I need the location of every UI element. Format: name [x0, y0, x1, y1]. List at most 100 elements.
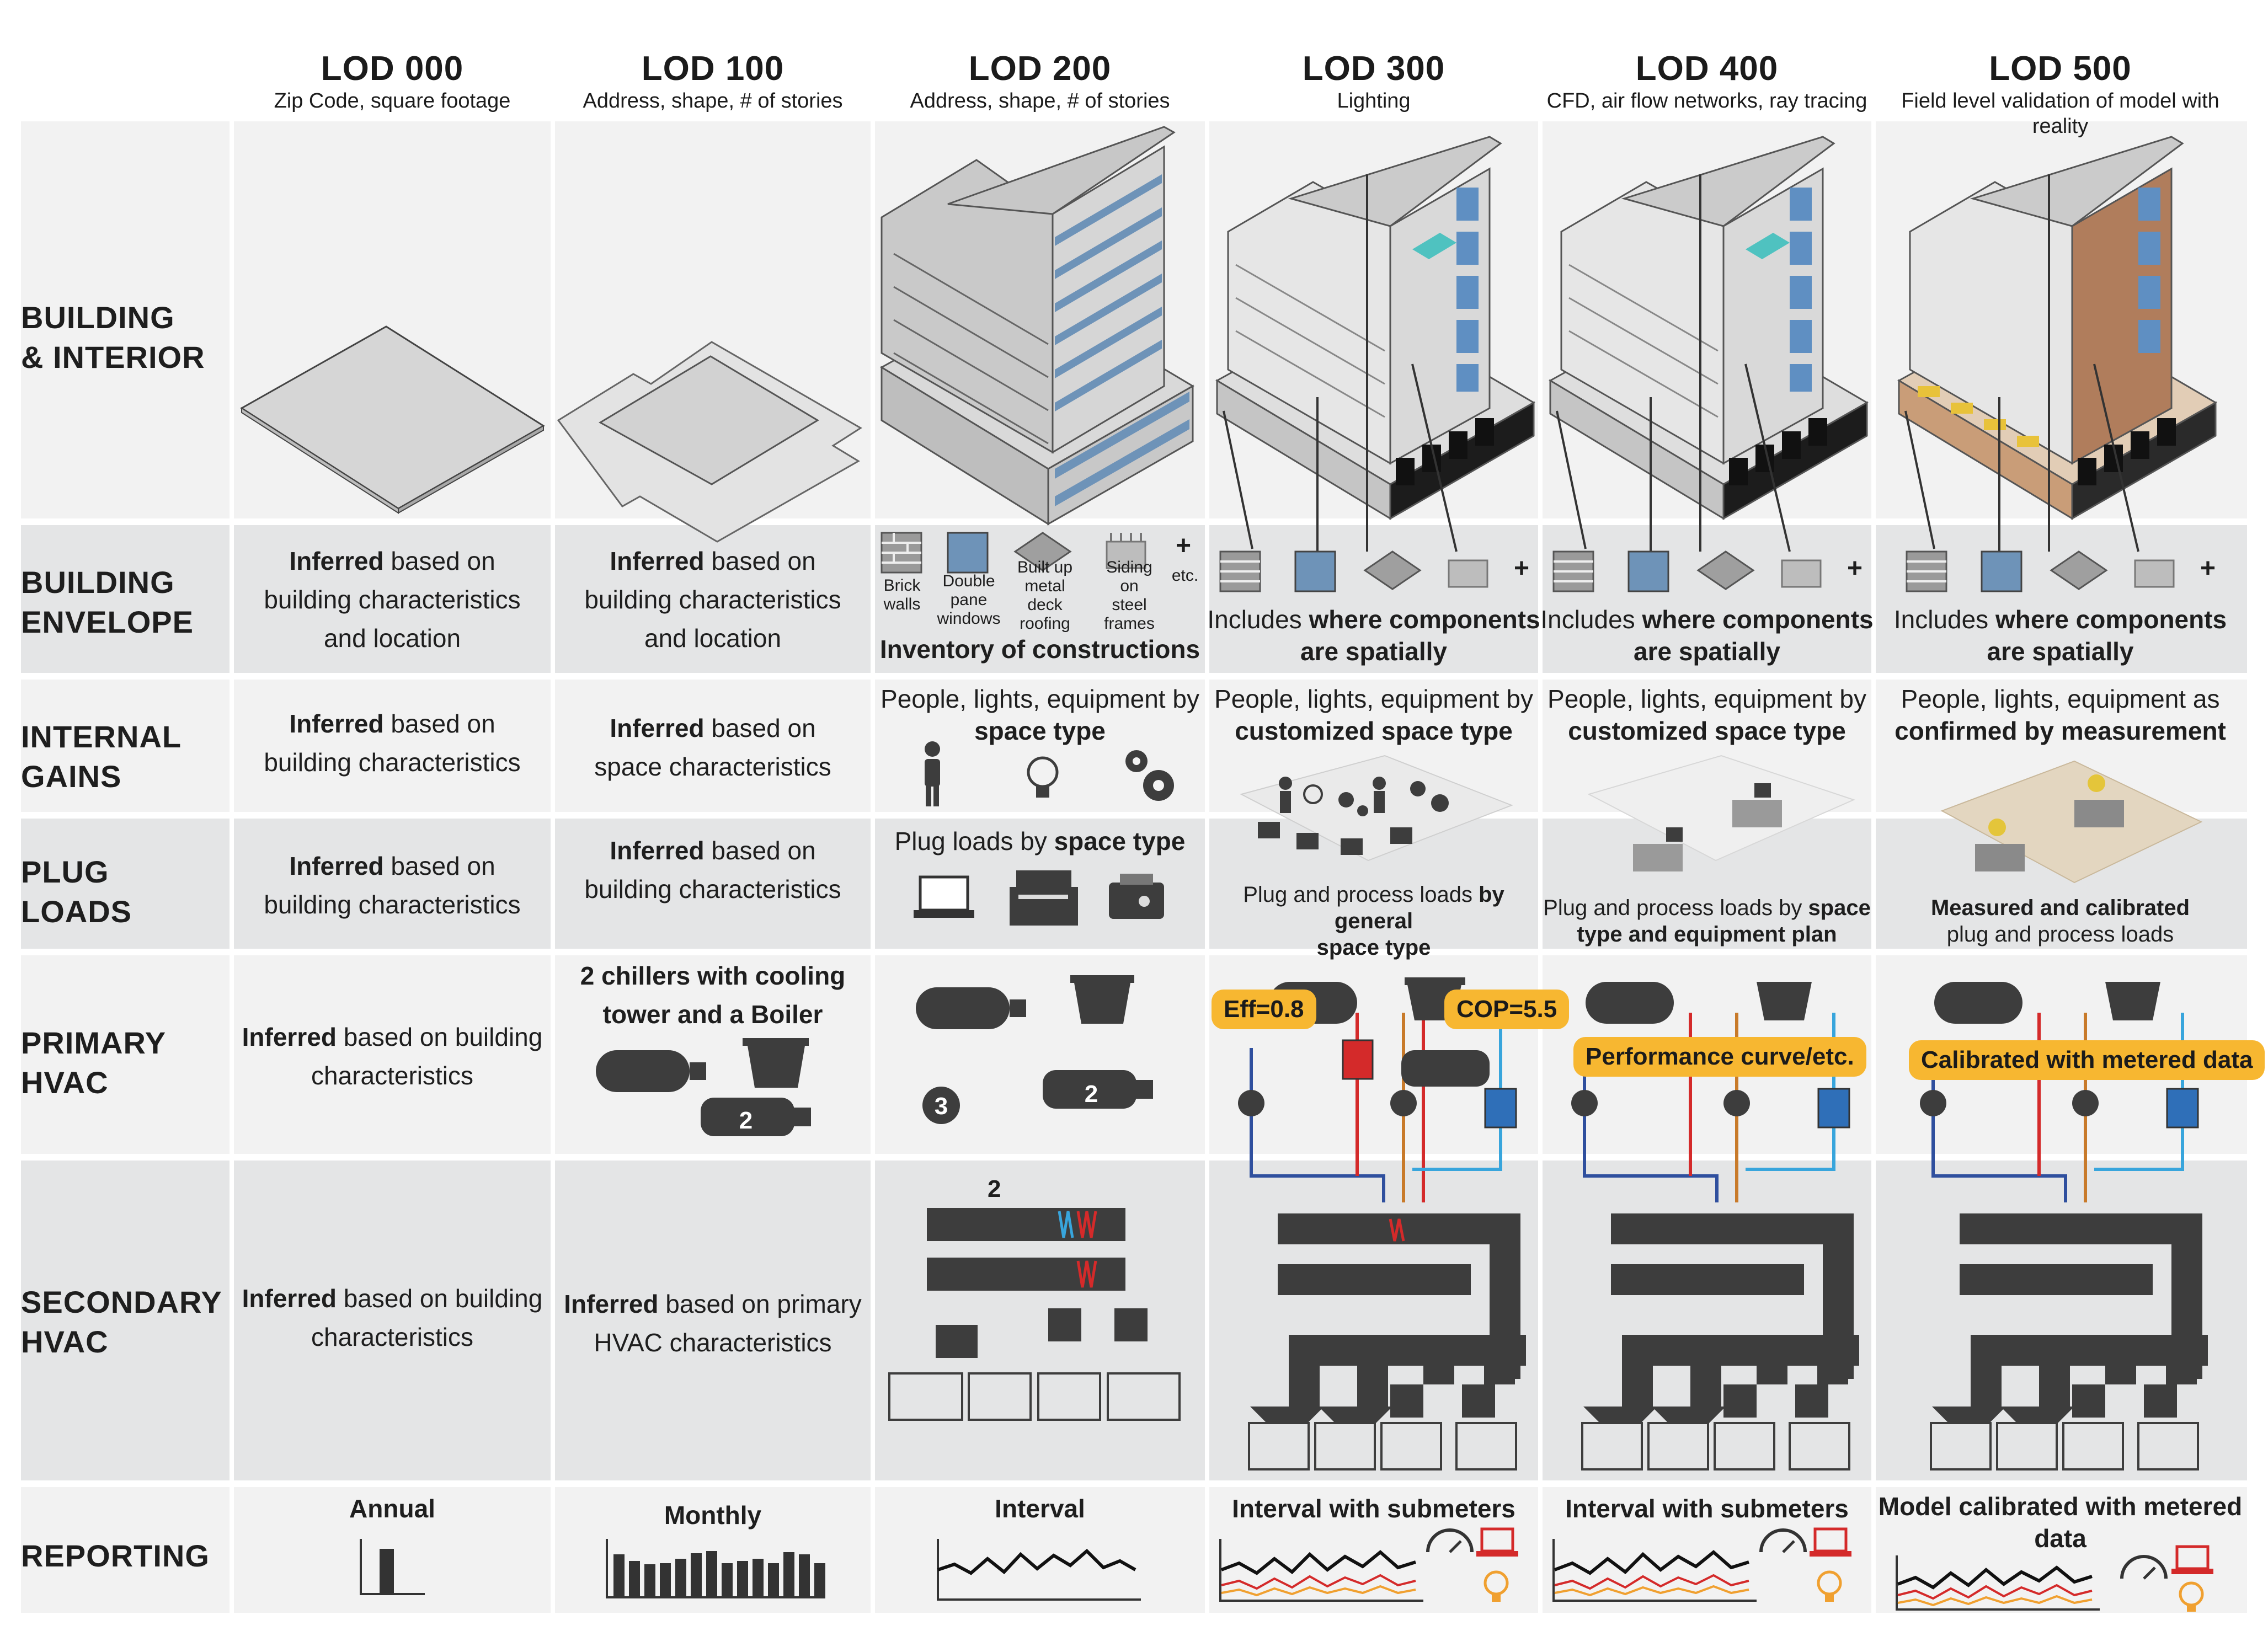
includes-bold1: where components: [1309, 605, 1540, 634]
gains-caption-line2: space type: [974, 716, 1106, 745]
siding-label-line2: on: [1120, 577, 1139, 595]
row-bg-primary: [21, 955, 2247, 1154]
eff-callout: Eff=0.8: [1212, 990, 1316, 1029]
row-label-line: GAINS: [21, 759, 122, 794]
inferred-bold: Inferred: [289, 709, 384, 738]
window-label-line3: windows: [937, 609, 1001, 628]
gains-lod100-line1: Inferred based on: [610, 709, 815, 747]
includes-bold2: are spatially: [1634, 637, 1780, 666]
primary-lod000-line1: Inferred based on building: [242, 1018, 543, 1056]
row-label-line: PRIMARY: [21, 1025, 167, 1060]
plug-lod500-caption: Measured and calibrated plug and process…: [1874, 895, 2247, 948]
svg-text:+: +: [2200, 554, 2216, 583]
caption-line2: are spatially: [1634, 635, 1780, 667]
plug-lod000-line1: Inferred based on: [289, 847, 495, 885]
caption-line1: Includes where components: [1207, 603, 1540, 635]
row-label-line: LOADS: [21, 894, 132, 929]
includes-pre: Includes: [1893, 605, 1995, 634]
plug-lod100-line1: Inferred based on: [610, 831, 815, 870]
plug-pre: Plug loads by: [894, 827, 1054, 855]
metal-deck-roof-icon: [1013, 532, 1072, 571]
inferred-bold: Inferred: [610, 714, 705, 742]
secondary-lod000-line2: characteristics: [311, 1323, 473, 1351]
gains-caption-line2: customized space type: [1235, 716, 1513, 745]
inferred-rest: based on primary: [658, 1290, 862, 1318]
includes-pre: Includes: [1540, 605, 1642, 634]
inferred-rest: based on building: [336, 1023, 543, 1051]
gains-caption-line1: People, lights, equipment by: [1547, 685, 1866, 713]
lod-subtitle: Address, shape, # of stories: [583, 89, 843, 113]
double-pane-windows-label: Double pane windows: [936, 571, 1002, 629]
gains-lod200-caption: People, lights, equipment by space type: [873, 682, 1207, 748]
gains-lod000-line1: Inferred based on: [289, 704, 495, 743]
plug-bold: type and equipment plan: [1577, 922, 1837, 946]
lod-title: LOD 500: [1989, 50, 2132, 88]
lod-title: LOD 300: [1302, 50, 1445, 88]
plug-lod100-line2: building characteristics: [584, 875, 841, 903]
caption-line1: Includes where components: [1540, 603, 1873, 635]
laptop-icon: [914, 875, 974, 918]
envelope-lod100: Inferred based on building characteristi…: [553, 536, 873, 663]
column-header-lod200: LOD 200 Address, shape, # of stories: [873, 50, 1207, 114]
column-header-lod400: LOD 400 CFD, air flow networks, ray trac…: [1540, 50, 1874, 114]
chiller-count: 2: [739, 1107, 753, 1134]
gains-lod100-line2: space characteristics: [594, 752, 831, 781]
reporting-lod100-label: Monthly: [664, 1501, 762, 1530]
chiller-count: 2: [1085, 1081, 1098, 1108]
lod-title: LOD 000: [321, 50, 464, 88]
double-pane-window-icon: [947, 532, 989, 574]
lod-subtitle: Field level validation of model with rea…: [1901, 89, 2219, 138]
chiller-snowflake-icon: [1484, 1088, 1517, 1129]
plug-bold: space type: [1054, 827, 1186, 855]
primary-lod000-line2: characteristics: [311, 1061, 473, 1090]
gains-caption-line1: People, lights, equipment by: [1214, 685, 1533, 713]
metal-deck-roofing-label: Built up metal deck roofing: [1006, 558, 1084, 633]
plug-bold: space: [1808, 896, 1871, 920]
lod-title: LOD 100: [641, 50, 785, 88]
inferred-bold: Inferred: [610, 547, 705, 575]
plug-caption-line2: plug and process loads: [1946, 922, 2174, 946]
siding-steel-frame-icon: [1106, 533, 1146, 569]
cop-callout: COP=5.5: [1444, 990, 1570, 1029]
roof-label-line1: Built up: [1017, 558, 1073, 576]
row-label-envelope: BUILDING ENVELOPE: [21, 563, 194, 642]
reporting-line2: data: [2034, 1524, 2086, 1553]
plug-bold: space type: [1316, 935, 1431, 960]
row-label-line: HVAC: [21, 1065, 109, 1100]
lod-subtitle: Zip Code, square footage: [274, 89, 511, 113]
plug-caption-line1: Plug and process loads by general: [1207, 881, 1540, 934]
gauge-icon: [1426, 1528, 1474, 1553]
siding-steel-frames-label: Siding on steel frames: [1088, 558, 1171, 633]
secondary-lod000-line1: Inferred based on building: [242, 1279, 543, 1318]
includes-pre: Includes: [1207, 605, 1309, 634]
plug-caption-line: Plug loads by space type: [895, 822, 1186, 860]
cooling-tower-icon: [743, 1038, 809, 1088]
reporting-line1: Model calibrated with metered: [1878, 1492, 2243, 1521]
inferred-bold: Inferred: [610, 836, 705, 865]
envelope-lod100-line1: Inferred based on: [610, 542, 815, 580]
plug-pre: Plug and process loads by: [1543, 896, 1808, 920]
inferred-rest: based on: [704, 714, 816, 742]
includes-bold1: where components: [1642, 605, 1874, 634]
row-label-line: HVAC: [21, 1324, 109, 1359]
light-bulb-icon: [1027, 756, 1059, 798]
lod200-etc: etc.: [1171, 566, 1199, 585]
boiler-icon: [596, 1050, 706, 1092]
plug-bold: by general: [1334, 883, 1504, 933]
row-label-line: BUILDING: [21, 300, 175, 335]
row-label-line: & INTERIOR: [21, 340, 205, 375]
inferred-bold: Inferred: [289, 547, 384, 575]
